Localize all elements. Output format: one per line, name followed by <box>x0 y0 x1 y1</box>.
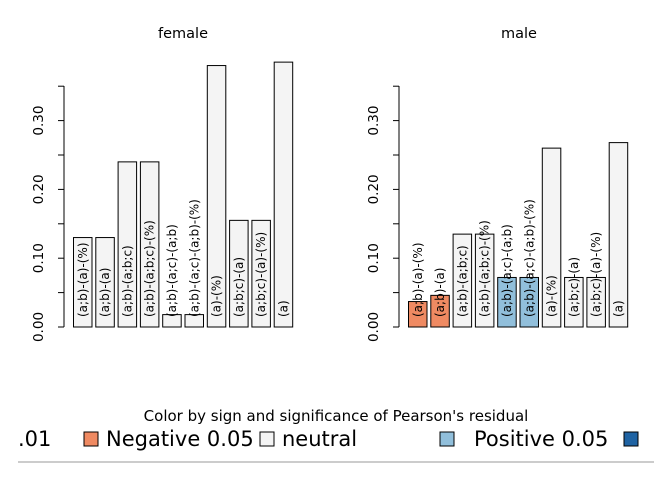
legend-item <box>623 431 639 447</box>
y-tick-label: 0.20 <box>31 174 47 204</box>
bar-label: (a;b)-(a;b;c) <box>120 245 134 317</box>
bar <box>541 147 562 328</box>
y-tick-label: 0.30 <box>31 106 47 136</box>
bar-label: (a;b)-(a;c)-(a;b) <box>165 224 179 317</box>
bar-label: (a;b)-(a;b;c) <box>455 245 469 317</box>
bar-label: (a;b)-(a;c)-(a;b)-(%) <box>522 199 536 317</box>
bar <box>206 65 227 328</box>
legend-item: neutral <box>259 427 357 451</box>
bar <box>474 233 495 328</box>
bar-label: (a;b)-(a) <box>433 268 447 317</box>
y-tick-label: 0.30 <box>366 106 382 136</box>
legend-swatch <box>623 431 639 447</box>
bar <box>408 301 428 328</box>
y-tick-label: 0.00 <box>366 312 382 342</box>
y-tick-label: 0.00 <box>31 312 47 342</box>
panel-title: female <box>158 26 208 42</box>
legend: Color by sign and significance of Pearso… <box>18 407 639 451</box>
bar <box>452 233 473 328</box>
legend-swatch <box>83 431 99 447</box>
legend-label: Positive 0.05 <box>474 427 608 451</box>
legend-item: .01 <box>18 427 51 451</box>
bar <box>586 276 606 328</box>
bar-label: (a)-(%) <box>545 275 559 317</box>
legend-label: Negative 0.05 <box>106 427 254 451</box>
bar <box>564 276 584 328</box>
y-tick-label: 0.10 <box>366 243 382 273</box>
panel-title: male <box>501 26 537 42</box>
bar-label: (a;b;c)-(a) <box>567 257 581 317</box>
bar-label: (a;b)-(a;b;c)-(%) <box>478 220 492 317</box>
bar-label: (a;b)-(a)-(%) <box>411 242 425 317</box>
bar <box>497 276 517 328</box>
panel-female: female 0.00 0.10 0.20 0.30 (a;b)-(a)-(%) (a;b)… <box>31 26 294 342</box>
bar <box>139 161 160 328</box>
bar-label: (a;b)-(a;b;c)-(%) <box>143 220 157 317</box>
bar <box>251 219 271 328</box>
legend-label: .01 <box>18 427 51 451</box>
bar-label: (a) <box>276 300 290 317</box>
y-tick-label: 0.20 <box>366 174 382 204</box>
legend-swatch <box>259 431 275 447</box>
legend-item: Positive 0.05 <box>439 427 608 451</box>
bar <box>229 219 249 328</box>
bar <box>117 161 138 328</box>
bar-label: (a;b)-(a) <box>98 268 112 317</box>
bar-label: (a) <box>611 300 625 317</box>
y-tick-label: 0.10 <box>31 243 47 273</box>
bar-label: (a;b;c)-(a)-(%) <box>589 232 603 317</box>
bar <box>519 276 539 328</box>
panel-male: male 0.00 0.10 0.20 0.30 (a;b)-(a)-(%) (a;b)-(… <box>366 26 629 342</box>
legend-title: Color by sign and significance of Pearso… <box>144 407 529 425</box>
bar <box>73 237 93 328</box>
bar <box>95 237 115 328</box>
bar <box>273 61 294 328</box>
legend-label: neutral <box>282 427 357 451</box>
bar <box>430 294 450 328</box>
bar <box>162 314 182 328</box>
bar <box>608 142 629 328</box>
bar-label: (a;b)-(a;c)-(a;b) <box>500 224 514 317</box>
legend-item: Negative 0.05 <box>83 427 254 451</box>
bar-label: (a;b;c)-(a)-(%) <box>254 232 268 317</box>
bar-label: (a;b)-(a;c)-(a;b)-(%) <box>187 199 201 317</box>
bar-label: (a)-(%) <box>210 275 224 317</box>
legend-swatch <box>439 431 455 447</box>
bar-label: (a;b)-(a)-(%) <box>76 242 90 317</box>
bar-label: (a;b;c)-(a) <box>232 257 246 317</box>
bar <box>184 314 204 328</box>
